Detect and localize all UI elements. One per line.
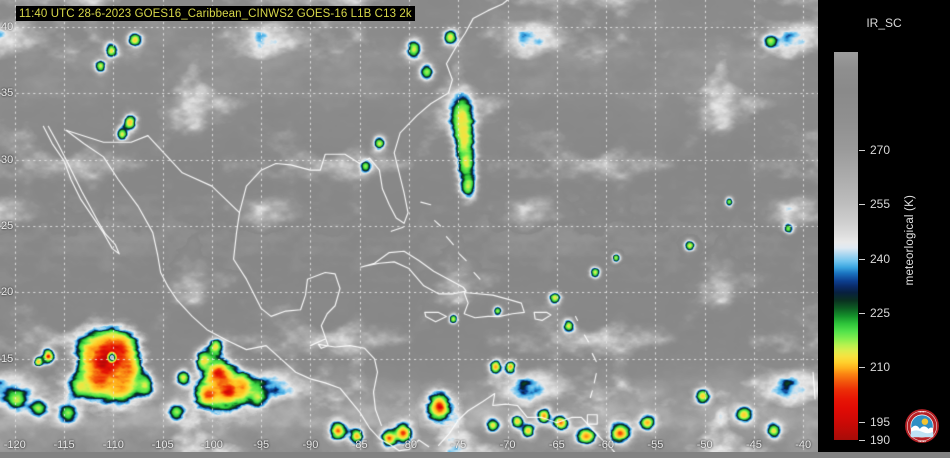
x-tick-label: -120: [3, 439, 26, 451]
y-tick-label: 15: [1, 352, 14, 365]
x-tick-label: -95: [253, 439, 270, 451]
satellite-image-panel[interactable]: 11:40 UTC 28-6-2023 GOES16_Caribbean_CIN…: [0, 0, 818, 452]
svg-text:●●●●●: ●●●●●: [918, 440, 926, 443]
colorbar-tick-label: 210: [870, 360, 891, 375]
agency-logo-icon: ●●●●● ●●●●●: [905, 409, 939, 443]
image-title-text: 11:40 UTC 28-6-2023 GOES16_Caribbean_CIN…: [19, 7, 412, 20]
x-tick-label: -105: [151, 439, 174, 451]
colorbar-panel: IR_SC 270 255 240 225 210 195 190 meteorlogica…: [818, 0, 950, 452]
x-tick-label: -65: [548, 439, 565, 451]
colorbar-tick-mark: [859, 258, 865, 260]
x-tick-label: -55: [647, 439, 664, 451]
x-tick-label: -85: [351, 439, 368, 451]
y-tick-label: 40: [1, 20, 14, 33]
image-title-overlay: 11:40 UTC 28-6-2023 GOES16_Caribbean_CIN…: [16, 6, 415, 21]
x-tick-label: -70: [499, 439, 516, 451]
ir-satellite-image[interactable]: [0, 0, 818, 452]
colorbar-tick-label: 255: [870, 197, 891, 212]
colorbar-tick-label: 240: [870, 251, 891, 266]
x-tick-label: -60: [598, 439, 615, 451]
colorbar-tick-mark: [859, 149, 865, 151]
colorbar-tick-mark: [859, 204, 865, 206]
y-tick-label: 35: [1, 87, 14, 100]
colorbar-gradient: [834, 52, 858, 440]
x-tick-label: -40: [795, 439, 812, 451]
y-tick-label: 20: [1, 286, 14, 299]
colorbar-tick-label: 225: [870, 306, 891, 321]
colorbar-title: IR_SC: [866, 16, 902, 30]
x-tick-label: -100: [200, 439, 223, 451]
x-tick-label: -80: [401, 439, 417, 451]
x-tick-label: -50: [696, 439, 713, 451]
x-tick-label: -75: [450, 439, 467, 451]
colorbar-tick-mark: [859, 440, 865, 441]
colorbar-tick-label: 270: [870, 142, 891, 157]
colorbar-tick-label: 195: [870, 414, 891, 429]
x-tick-label: -115: [53, 439, 75, 451]
y-tick-label: 25: [1, 220, 14, 232]
colorbar-tick-mark: [859, 421, 865, 423]
x-tick-label: -110: [102, 439, 124, 451]
y-tick-label: 30: [1, 153, 14, 166]
colorbar-tick-label: 190: [870, 433, 891, 447]
svg-text:●●●●●: ●●●●●: [918, 410, 926, 413]
colorbar-axis-label: meteorlogical (K): [904, 195, 916, 286]
colorbar-tick-mark: [859, 313, 865, 315]
x-tick-label: -45: [745, 439, 762, 451]
x-tick-label: -90: [302, 439, 319, 451]
colorbar-tick-mark: [859, 367, 865, 369]
